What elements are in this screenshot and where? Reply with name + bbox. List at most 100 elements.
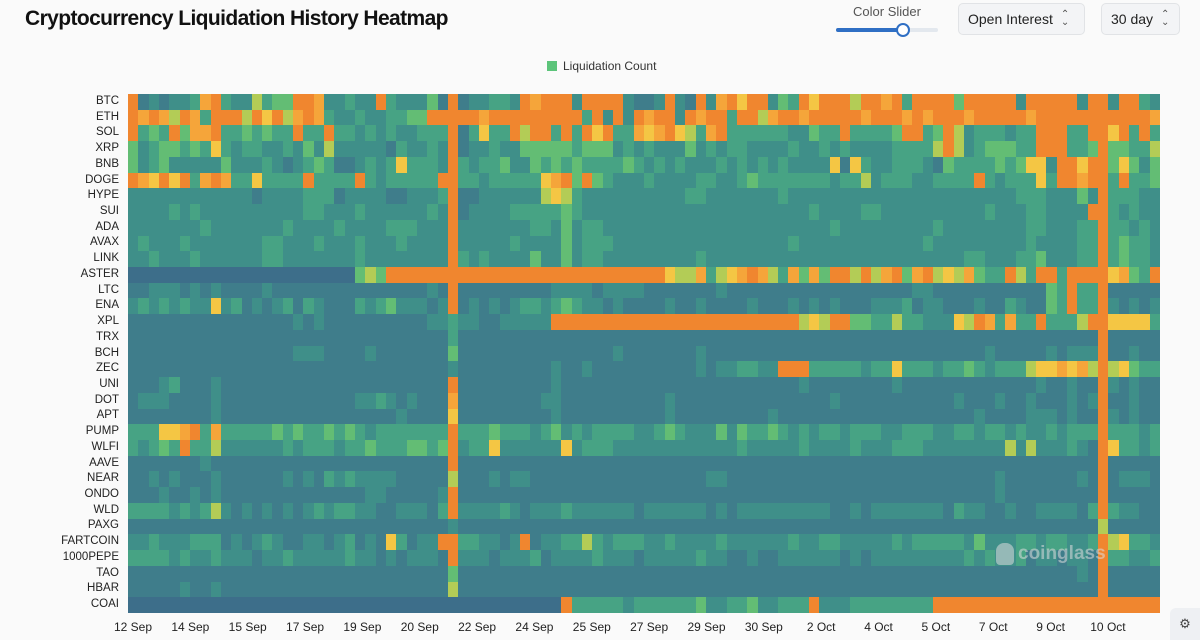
heatmap-cell[interactable] bbox=[489, 471, 500, 488]
heatmap-cell[interactable] bbox=[262, 125, 273, 142]
heatmap-cell[interactable] bbox=[881, 188, 892, 205]
heatmap-cell[interactable] bbox=[881, 251, 892, 267]
heatmap-cell[interactable] bbox=[540, 361, 552, 378]
heatmap-cell[interactable] bbox=[932, 565, 944, 582]
heatmap-cell[interactable] bbox=[726, 408, 737, 425]
heatmap-cell[interactable] bbox=[613, 267, 624, 283]
heatmap-cell[interactable] bbox=[416, 534, 428, 551]
heatmap-cell[interactable] bbox=[344, 156, 356, 173]
heatmap-cell[interactable] bbox=[582, 345, 593, 362]
heatmap-cell[interactable] bbox=[953, 156, 964, 173]
heatmap-cell[interactable] bbox=[943, 487, 954, 503]
heatmap-cell[interactable] bbox=[551, 487, 562, 503]
heatmap-cell[interactable] bbox=[210, 172, 221, 189]
heatmap-cell[interactable] bbox=[1046, 219, 1057, 236]
heatmap-cell[interactable] bbox=[1015, 314, 1026, 330]
heatmap-cell[interactable] bbox=[592, 94, 603, 110]
heatmap-cell[interactable] bbox=[695, 550, 706, 566]
heatmap-cell[interactable] bbox=[530, 298, 541, 315]
heatmap-cell[interactable] bbox=[571, 392, 583, 409]
heatmap-cell[interactable] bbox=[1108, 251, 1119, 267]
heatmap-cell[interactable] bbox=[943, 565, 954, 582]
heatmap-cell[interactable] bbox=[189, 204, 201, 220]
heatmap-cell[interactable] bbox=[1025, 408, 1037, 425]
heatmap-cell[interactable] bbox=[478, 298, 490, 315]
heatmap-cell[interactable] bbox=[499, 219, 510, 236]
heatmap-cell[interactable] bbox=[643, 156, 655, 173]
heatmap-cell[interactable] bbox=[726, 172, 737, 189]
heatmap-cell[interactable] bbox=[231, 156, 242, 173]
heatmap-cell[interactable] bbox=[1087, 487, 1099, 503]
heatmap-cell[interactable] bbox=[840, 502, 851, 519]
heatmap-cell[interactable] bbox=[891, 235, 902, 252]
heatmap-cell[interactable] bbox=[158, 534, 170, 551]
heatmap-cell[interactable] bbox=[674, 94, 686, 110]
heatmap-cell[interactable] bbox=[1025, 534, 1037, 551]
heatmap-cell[interactable] bbox=[313, 156, 325, 173]
heatmap-cell[interactable] bbox=[385, 314, 397, 330]
heatmap-cell[interactable] bbox=[406, 550, 417, 566]
heatmap-cell[interactable] bbox=[1025, 141, 1037, 157]
heatmap-cell[interactable] bbox=[664, 329, 675, 346]
heatmap-cell[interactable] bbox=[458, 298, 469, 315]
heatmap-cell[interactable] bbox=[1129, 471, 1140, 488]
heatmap-cell[interactable] bbox=[623, 597, 634, 613]
heatmap-cell[interactable] bbox=[726, 204, 737, 220]
heatmap-cell[interactable] bbox=[509, 125, 521, 142]
heatmap-cell[interactable] bbox=[1025, 471, 1037, 488]
heatmap-cell[interactable] bbox=[385, 361, 397, 378]
heatmap-cell[interactable] bbox=[437, 377, 448, 393]
heatmap-cell[interactable] bbox=[953, 109, 964, 126]
heatmap-cell[interactable] bbox=[602, 534, 614, 551]
heatmap-cell[interactable] bbox=[819, 329, 830, 346]
heatmap-cell[interactable] bbox=[633, 565, 644, 582]
heatmap-cell[interactable] bbox=[1098, 440, 1109, 456]
heatmap-cell[interactable] bbox=[1056, 125, 1068, 142]
heatmap-cell[interactable] bbox=[251, 471, 263, 488]
heatmap-cell[interactable] bbox=[901, 267, 913, 283]
heatmap-cell[interactable] bbox=[922, 424, 933, 440]
heatmap-cell[interactable] bbox=[169, 314, 180, 330]
heatmap-cell[interactable] bbox=[561, 565, 572, 582]
heatmap-cell[interactable] bbox=[654, 204, 665, 220]
heatmap-cell[interactable] bbox=[1129, 172, 1140, 189]
heatmap-cell[interactable] bbox=[282, 408, 294, 425]
heatmap-cell[interactable] bbox=[189, 329, 201, 346]
heatmap-cell[interactable] bbox=[788, 345, 799, 362]
heatmap-cell[interactable] bbox=[241, 314, 252, 330]
heatmap-cell[interactable] bbox=[158, 518, 170, 535]
heatmap-cell[interactable] bbox=[365, 597, 376, 613]
heatmap-cell[interactable] bbox=[860, 345, 872, 362]
heatmap-cell[interactable] bbox=[385, 550, 397, 566]
heatmap-cell[interactable] bbox=[736, 94, 748, 110]
heatmap-cell[interactable] bbox=[396, 282, 407, 299]
heatmap-cell[interactable] bbox=[1025, 125, 1037, 142]
heatmap-cell[interactable] bbox=[179, 125, 190, 142]
heatmap-cell[interactable] bbox=[664, 109, 675, 126]
heatmap-cell[interactable] bbox=[1015, 565, 1026, 582]
heatmap-cell[interactable] bbox=[695, 141, 706, 157]
heatmap-cell[interactable] bbox=[840, 172, 851, 189]
heatmap-cell[interactable] bbox=[643, 141, 655, 157]
heatmap-cell[interactable] bbox=[561, 581, 572, 598]
heatmap-cell[interactable] bbox=[1015, 518, 1026, 535]
heatmap-cell[interactable] bbox=[324, 219, 335, 236]
heatmap-cell[interactable] bbox=[860, 440, 872, 456]
heatmap-cell[interactable] bbox=[912, 329, 923, 346]
heatmap-cell[interactable] bbox=[220, 141, 232, 157]
heatmap-cell[interactable] bbox=[829, 109, 841, 126]
heatmap-cell[interactable] bbox=[674, 251, 686, 267]
heatmap-cell[interactable] bbox=[293, 581, 304, 598]
heatmap-cell[interactable] bbox=[148, 94, 159, 110]
heatmap-cell[interactable] bbox=[901, 329, 913, 346]
heatmap-cell[interactable] bbox=[943, 471, 954, 488]
heatmap-cell[interactable] bbox=[365, 392, 376, 409]
heatmap-cell[interactable] bbox=[871, 345, 882, 362]
heatmap-cell[interactable] bbox=[324, 581, 335, 598]
heatmap-cell[interactable] bbox=[530, 408, 541, 425]
heatmap-cell[interactable] bbox=[705, 141, 717, 157]
heatmap-cell[interactable] bbox=[427, 550, 438, 566]
heatmap-cell[interactable] bbox=[1139, 345, 1150, 362]
heatmap-cell[interactable] bbox=[520, 109, 531, 126]
heatmap-cell[interactable] bbox=[540, 282, 552, 299]
